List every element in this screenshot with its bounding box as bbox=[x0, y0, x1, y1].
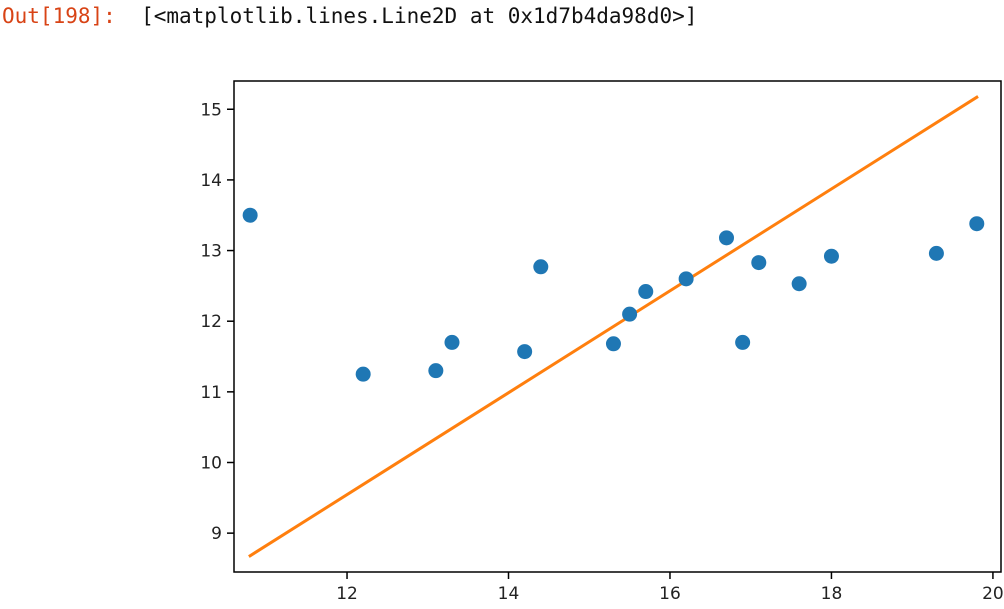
output-line: Out[198]: [<matplotlib.lines.Line2D at 0… bbox=[2, 4, 697, 28]
scatter-point bbox=[823, 248, 839, 264]
scatter-point bbox=[444, 334, 460, 350]
x-tick-label: 14 bbox=[498, 584, 520, 604]
scatter-point bbox=[678, 271, 694, 287]
y-tick-label: 9 bbox=[211, 524, 222, 544]
scatter-point bbox=[791, 276, 807, 292]
scatter-point bbox=[751, 255, 767, 271]
x-tick-label: 18 bbox=[821, 584, 843, 604]
axes-frame bbox=[233, 80, 1002, 573]
fit-line-layer bbox=[248, 95, 979, 558]
y-tick-label: 10 bbox=[200, 453, 222, 473]
scatter-point bbox=[638, 284, 654, 300]
y-tick-label: 12 bbox=[200, 312, 222, 332]
y-tick-label: 11 bbox=[200, 383, 222, 403]
x-axis-ticks: 12 14 16 18 20 bbox=[336, 572, 1004, 604]
scatter-point bbox=[605, 336, 621, 352]
x-tick-label: 16 bbox=[659, 584, 681, 604]
scatter-point bbox=[735, 334, 751, 350]
scatter-point bbox=[428, 363, 444, 379]
x-tick-label: 20 bbox=[982, 584, 1004, 604]
output-repr: [<matplotlib.lines.Line2D at 0x1d7b4da98… bbox=[141, 4, 698, 28]
scatter-point bbox=[517, 344, 533, 360]
scatter-point bbox=[355, 366, 371, 382]
y-tick-label: 14 bbox=[200, 171, 222, 191]
scatter-point bbox=[969, 216, 985, 232]
output-prompt: Out[198]: bbox=[2, 4, 116, 28]
fit-line bbox=[248, 95, 979, 558]
scatter-point bbox=[622, 306, 638, 322]
y-tick-label: 15 bbox=[200, 100, 222, 120]
scatter-point bbox=[242, 207, 258, 223]
scatter-points bbox=[242, 207, 985, 382]
y-axis-ticks: 9 10 11 12 13 14 15 bbox=[200, 100, 234, 544]
scatter-point bbox=[718, 230, 734, 246]
scatter-point bbox=[928, 245, 944, 261]
y-tick-label: 13 bbox=[200, 242, 222, 262]
x-tick-label: 12 bbox=[336, 584, 358, 604]
scatter-point bbox=[533, 259, 549, 275]
